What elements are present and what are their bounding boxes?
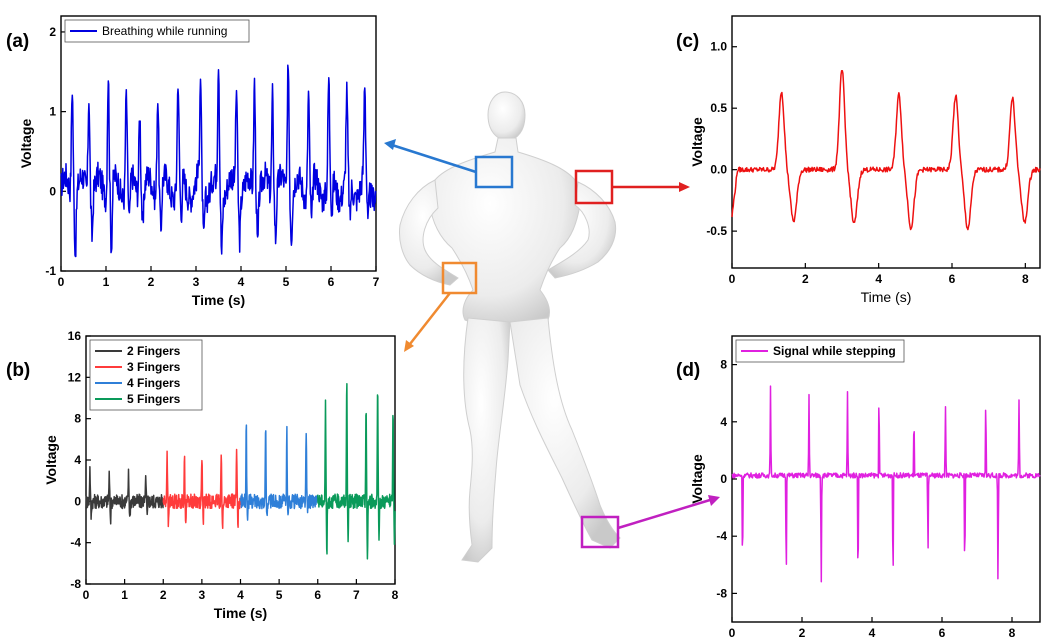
- y-axis-label: Voltage: [43, 435, 59, 485]
- x-tick-label: 0: [58, 275, 65, 289]
- y-tick-label: 0: [74, 494, 81, 508]
- y-tick-label: -0.5: [706, 224, 727, 238]
- x-tick-label: 8: [392, 588, 399, 602]
- legend-label: 5 Fingers: [127, 392, 181, 406]
- legend-box-a: [64, 19, 250, 43]
- y-axis-label: Voltage: [689, 454, 705, 504]
- legend-label: 3 Fingers: [127, 360, 181, 374]
- x-tick-label: 0: [83, 588, 90, 602]
- chart-panel-c: 0 2 4 6 8 -0.5 0.0 0.5 1.0 Time (s) Voltage: [689, 15, 1041, 305]
- mannequin-head: [487, 91, 526, 141]
- x-tick-label: 0: [729, 626, 736, 640]
- mannequin-right-leg: [509, 317, 621, 549]
- series-line-d-0: [731, 385, 1041, 583]
- series-line-b-2: [239, 424, 319, 521]
- legend-label: 4 Fingers: [127, 376, 181, 390]
- y-tick-label: 2: [49, 25, 56, 39]
- mannequin-illustration: [399, 91, 621, 563]
- plot-frame-c: [731, 15, 1041, 269]
- legend-label: Breathing while running: [102, 24, 227, 38]
- x-tick-label: 6: [314, 588, 321, 602]
- x-tick-label: 5: [276, 588, 283, 602]
- mannequin-torso: [429, 137, 581, 327]
- legend-label: Signal while stepping: [773, 344, 896, 358]
- y-tick-label: 4: [74, 453, 81, 467]
- panel-label-c: (c): [676, 31, 699, 52]
- mannequin-left-arm: [399, 179, 459, 286]
- y-tick-label: 8: [720, 358, 727, 372]
- x-axis-label: Time (s): [861, 289, 912, 305]
- y-tick-label: -1: [45, 264, 56, 278]
- mannequin-right-arm: [547, 181, 617, 279]
- x-tick-label: 2: [148, 275, 155, 289]
- series-line-c-0: [731, 69, 1041, 231]
- y-tick-label: 0: [49, 184, 56, 198]
- x-tick-label: 8: [1009, 626, 1016, 640]
- series-line-a-0: [60, 64, 377, 258]
- x-tick-label: 2: [802, 272, 809, 286]
- x-tick-label: 7: [373, 275, 380, 289]
- y-tick-label: 0: [720, 472, 727, 486]
- legend-label: 2 Fingers: [127, 344, 181, 358]
- hand-marker: [404, 261, 478, 352]
- x-tick-label: 4: [237, 588, 244, 602]
- x-tick-label: 0: [729, 272, 736, 286]
- y-tick-label: -4: [716, 529, 727, 543]
- y-tick-label: -8: [70, 577, 81, 591]
- y-tick-label: 1.0: [710, 40, 727, 54]
- series-line-b-0: [85, 465, 165, 525]
- mannequin-left-leg: [461, 317, 511, 563]
- y-tick-label: -8: [716, 586, 727, 600]
- plot-frame-a: [60, 15, 377, 272]
- x-tick-label: 2: [799, 626, 806, 640]
- y-tick-label: 4: [720, 415, 727, 429]
- chest-marker: [384, 139, 514, 189]
- x-tick-label: 2: [160, 588, 167, 602]
- x-tick-label: 6: [949, 272, 956, 286]
- panel-label-a: (a): [6, 31, 29, 52]
- x-tick-label: 1: [103, 275, 110, 289]
- y-tick-label: 8: [74, 412, 81, 426]
- x-axis-label: Time (s): [214, 605, 267, 621]
- x-tick-label: 7: [353, 588, 360, 602]
- series-line-b-1: [162, 448, 242, 530]
- y-tick-label: 12: [68, 370, 82, 384]
- foot-marker: [580, 495, 720, 549]
- x-tick-label: 6: [328, 275, 335, 289]
- y-tick-label: 1: [49, 105, 56, 119]
- x-tick-label: 3: [193, 275, 200, 289]
- arm-marker: [574, 169, 690, 205]
- x-tick-label: 5: [283, 275, 290, 289]
- x-tick-label: 3: [199, 588, 206, 602]
- x-tick-label: 8: [1022, 272, 1029, 286]
- legend-box-d: [735, 339, 905, 363]
- y-tick-label: 16: [68, 329, 82, 343]
- y-tick-label: 0.0: [710, 163, 727, 177]
- panel-label-b: (b): [6, 360, 30, 381]
- x-tick-label: 6: [939, 626, 946, 640]
- x-tick-label: 4: [238, 275, 245, 289]
- x-axis-label: Time (s): [192, 292, 245, 308]
- x-tick-label: 4: [875, 272, 882, 286]
- x-tick-label: 1: [121, 588, 128, 602]
- panel-label-d: (d): [676, 360, 700, 381]
- plot-frame-d: [731, 335, 1041, 623]
- series-line-b-3: [317, 382, 396, 560]
- y-tick-label: 0.5: [710, 101, 727, 115]
- y-axis-label: Voltage: [18, 119, 34, 169]
- y-axis-label: Voltage: [689, 117, 705, 167]
- y-tick-label: -4: [70, 536, 81, 550]
- x-tick-label: 4: [869, 626, 876, 640]
